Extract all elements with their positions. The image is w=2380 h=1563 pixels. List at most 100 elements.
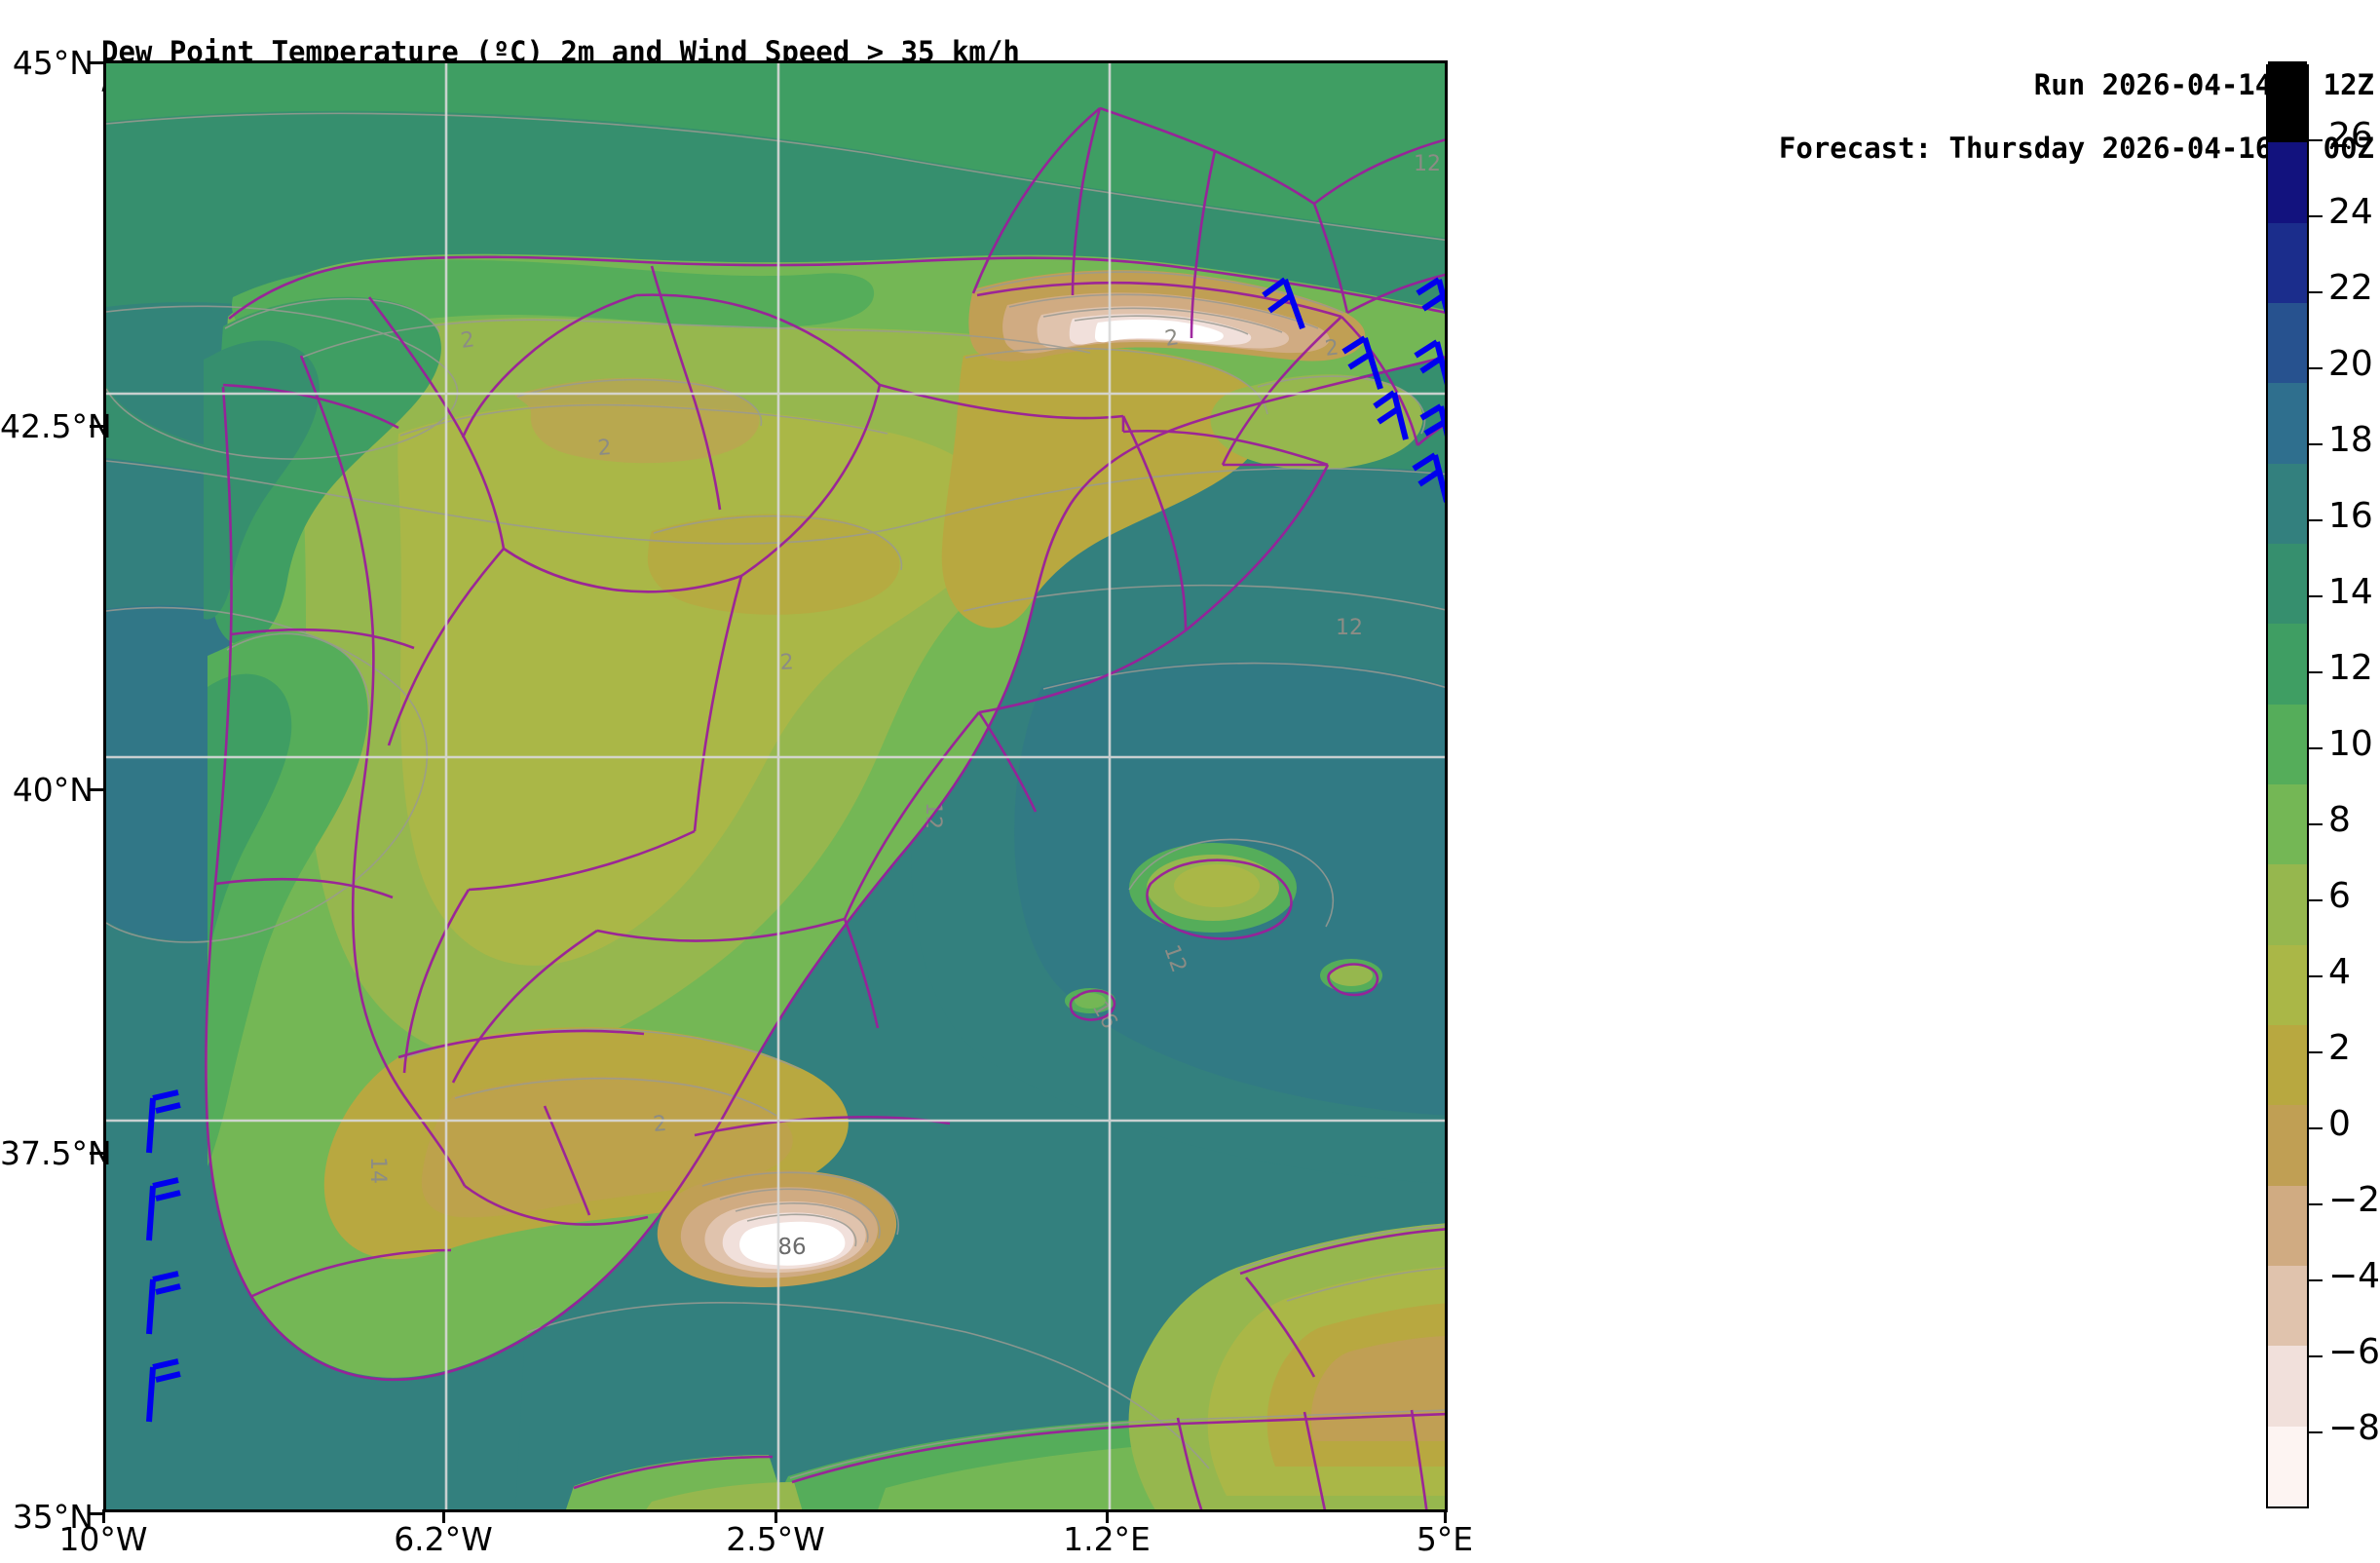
y-tickmark-45 xyxy=(90,61,103,64)
x-tickmark-5e xyxy=(1444,1509,1447,1523)
colorbar-segment xyxy=(2268,863,2307,945)
colorbar-tickmark xyxy=(2309,747,2323,749)
map-gridlines xyxy=(106,63,1445,1509)
wind-barb xyxy=(146,1089,181,1154)
colorbar-tick-label: 14 xyxy=(2328,572,2373,612)
colorbar-segment xyxy=(2268,141,2307,223)
x-tick-label-5e: 5°E xyxy=(1416,1520,1474,1558)
colorbar-segment xyxy=(2268,1024,2307,1106)
y-tick-label-42_5: 42.5°N xyxy=(0,407,112,445)
colorbar-segment xyxy=(2268,1426,2307,1506)
y-tick-label-45: 45°N xyxy=(12,44,94,82)
wind-barb xyxy=(146,1271,181,1335)
colorbar-tick-label: −6 xyxy=(2328,1332,2380,1372)
colorbar-tickmark xyxy=(2309,367,2323,369)
colorbar-tick-label: −4 xyxy=(2328,1256,2380,1296)
x-tickmark-1_2e xyxy=(1106,1509,1109,1523)
y-tick-label-35: 35°N xyxy=(12,1498,94,1536)
colorbar-tickmark xyxy=(2309,1431,2323,1433)
colorbar-tickmark xyxy=(2309,139,2323,141)
forecast-label: Forecast: Thursday 2026-04-16 T 00Z xyxy=(1778,132,2374,165)
x-tick-label-2_5w: 2.5°W xyxy=(726,1520,825,1558)
colorbar-tickmark xyxy=(2309,215,2323,217)
svg-text:2: 2 xyxy=(1163,325,1181,352)
colorbar-segment xyxy=(2268,1265,2307,1347)
wind-barb xyxy=(146,1177,181,1241)
colorbar-segment xyxy=(2268,704,2307,784)
wind-barb xyxy=(1341,335,1383,390)
header: Dew Point Temperature (ºC) 2m and Wind S… xyxy=(0,0,2380,165)
colorbar-tickmark xyxy=(2309,899,2323,901)
colorbar-tick-label: 6 xyxy=(2328,876,2351,916)
colorbar-segment xyxy=(2268,222,2307,303)
x-tick-label-6_2w: 6.2°W xyxy=(394,1520,493,1558)
y-tickmark-42_5 xyxy=(90,425,103,428)
wind-barb xyxy=(1262,277,1305,330)
svg-text:2: 2 xyxy=(1324,335,1341,362)
colorbar-segment xyxy=(2268,302,2307,384)
colorbar-segment xyxy=(2268,543,2307,625)
wind-barb xyxy=(1373,390,1409,440)
colorbar-tickmark xyxy=(2309,595,2323,597)
colorbar-tick-label: 0 xyxy=(2328,1104,2351,1144)
colorbar-tickmark xyxy=(2309,1279,2323,1281)
colorbar[interactable] xyxy=(2266,61,2309,1508)
y-tickmark-35 xyxy=(90,1512,103,1515)
colorbar-segment xyxy=(2268,623,2307,705)
colorbar-segment xyxy=(2268,463,2307,544)
x-tick-label-1_2e: 1.2°E xyxy=(1063,1520,1151,1558)
dewpoint-field-iberia: 86 xyxy=(204,253,1445,1378)
colorbar-tick-label: −2 xyxy=(2328,1180,2380,1220)
map-plot-area[interactable]: 86 xyxy=(103,60,1448,1512)
colorbar-segment xyxy=(2268,783,2307,865)
colorbar-tick-label: −8 xyxy=(2328,1408,2380,1448)
colorbar-segment xyxy=(2268,944,2307,1025)
colorbar-segment xyxy=(2268,1104,2307,1186)
x-tickmark-10w xyxy=(102,1509,105,1523)
wind-barb xyxy=(1414,339,1445,386)
colorbar-segment xyxy=(2268,1185,2307,1266)
header-line-1: Dew Point Temperature (ºC) 2m and Wind S… xyxy=(0,2,2380,101)
colorbar-tick-label: 22 xyxy=(2328,268,2373,308)
map-svg: 86 xyxy=(106,63,1445,1509)
colorbar-tickmark xyxy=(2309,443,2323,445)
header-line-2: ARPEGE 0.1º +36 hours Forecast: Thursday… xyxy=(0,32,2380,165)
y-tickmark-37_5 xyxy=(90,1152,103,1155)
y-tick-label-37_5: 37.5°N xyxy=(0,1134,112,1172)
wind-barbs xyxy=(146,277,1445,1423)
run-label: Run 2026-04-14 T 12Z xyxy=(2033,68,2374,101)
x-tick-label-10w: 10°W xyxy=(58,1520,148,1558)
admin-borders xyxy=(205,106,1445,1509)
svg-text:2: 2 xyxy=(597,436,613,461)
svg-text:2: 2 xyxy=(779,650,794,675)
colorbar-tick-label: 12 xyxy=(2328,648,2373,688)
colorbar-tickmark xyxy=(2309,975,2323,977)
colorbar-tick-label: 18 xyxy=(2328,420,2373,460)
colorbar-tickmark xyxy=(2309,823,2323,825)
svg-text:2: 2 xyxy=(459,327,475,354)
x-tickmark-2_5w xyxy=(774,1509,777,1523)
colorbar-tick-label: 26 xyxy=(2328,116,2373,156)
colorbar-tickmark xyxy=(2309,519,2323,521)
colorbar-tick-label: 20 xyxy=(2328,344,2373,384)
colorbar-tick-label: 10 xyxy=(2328,724,2373,764)
north-africa xyxy=(566,1223,1445,1509)
svg-text:2: 2 xyxy=(652,1112,667,1137)
colorbar-segment xyxy=(2268,61,2307,143)
wind-barb xyxy=(1419,403,1445,438)
colorbar-tickmark xyxy=(2309,1355,2323,1357)
colorbar-tick-label: 16 xyxy=(2328,496,2373,536)
contour-label-86: 86 xyxy=(777,1235,806,1260)
colorbar-tickmark xyxy=(2309,1051,2323,1053)
svg-text:12: 12 xyxy=(1336,616,1363,640)
colorbar-segment xyxy=(2268,382,2307,464)
wind-barb xyxy=(1412,452,1445,503)
colorbar-tick-label: 24 xyxy=(2328,192,2373,232)
colorbar-tick-label: 8 xyxy=(2328,800,2351,840)
colorbar-tickmark xyxy=(2309,671,2323,673)
colorbar-segment xyxy=(2268,1345,2307,1427)
svg-text:12: 12 xyxy=(1414,152,1441,176)
wind-barb xyxy=(146,1358,181,1423)
colorbar-tickmark xyxy=(2309,1127,2323,1129)
